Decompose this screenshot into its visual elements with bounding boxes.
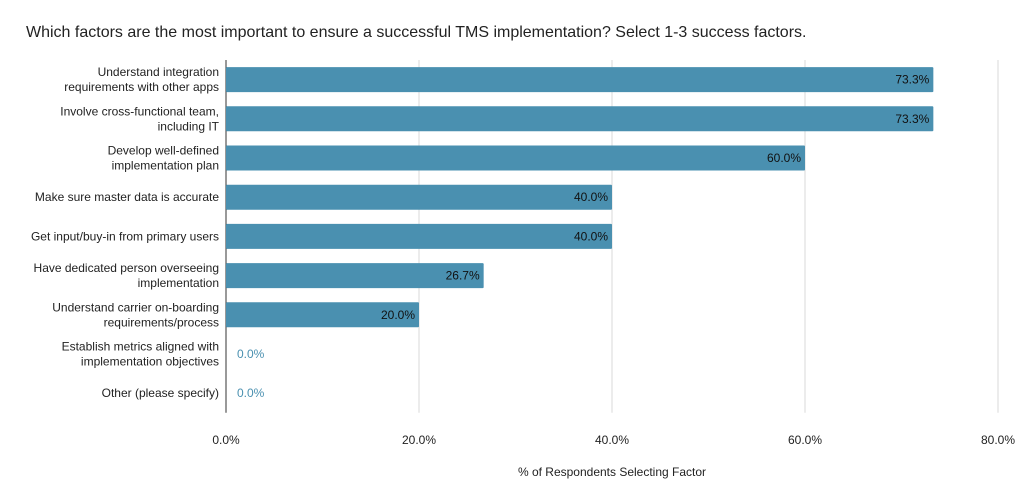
chart-title: Which factors are the most important to … [26, 24, 807, 41]
bar [226, 145, 805, 171]
category-label: Understand integration [98, 65, 219, 79]
bar [226, 184, 612, 210]
x-axis-title: % of Respondents Selecting Factor [518, 465, 706, 479]
data-label: 20.0% [381, 308, 415, 322]
category-label: requirements with other apps [64, 80, 219, 94]
category-label: Have dedicated person overseeing [34, 261, 219, 275]
category-label: Establish metrics aligned with [62, 340, 219, 354]
category-label: implementation [138, 276, 219, 290]
data-label: 40.0% [574, 229, 608, 243]
category-label: requirements/process [104, 315, 219, 329]
category-label: Get input/buy-in from primary users [31, 229, 219, 243]
x-tick-label: 20.0% [402, 433, 436, 447]
bar [226, 67, 934, 93]
x-tick-label: 40.0% [595, 433, 629, 447]
data-label: 40.0% [574, 190, 608, 204]
category-label: Make sure master data is accurate [35, 190, 219, 204]
data-label: 73.3% [895, 112, 929, 126]
category-label: including IT [158, 119, 220, 133]
bar [226, 302, 419, 328]
data-label: 0.0% [237, 347, 265, 361]
data-label: 60.0% [767, 151, 801, 165]
x-tick-label: 60.0% [788, 433, 822, 447]
category-label: Develop well-defined [108, 144, 219, 158]
bar [226, 223, 612, 249]
data-label: 0.0% [237, 386, 265, 400]
category-label: Understand carrier on-boarding [52, 300, 219, 314]
x-tick-label: 0.0% [212, 433, 240, 447]
bar [226, 106, 934, 132]
category-label: implementation plan [112, 159, 219, 173]
category-label: Other (please specify) [102, 386, 219, 400]
data-label: 26.7% [446, 269, 480, 283]
data-label: 73.3% [895, 73, 929, 87]
category-label: Involve cross-functional team, [60, 104, 219, 118]
bar [226, 263, 484, 289]
x-tick-label: 80.0% [981, 433, 1015, 447]
category-label: implementation objectives [81, 355, 219, 369]
